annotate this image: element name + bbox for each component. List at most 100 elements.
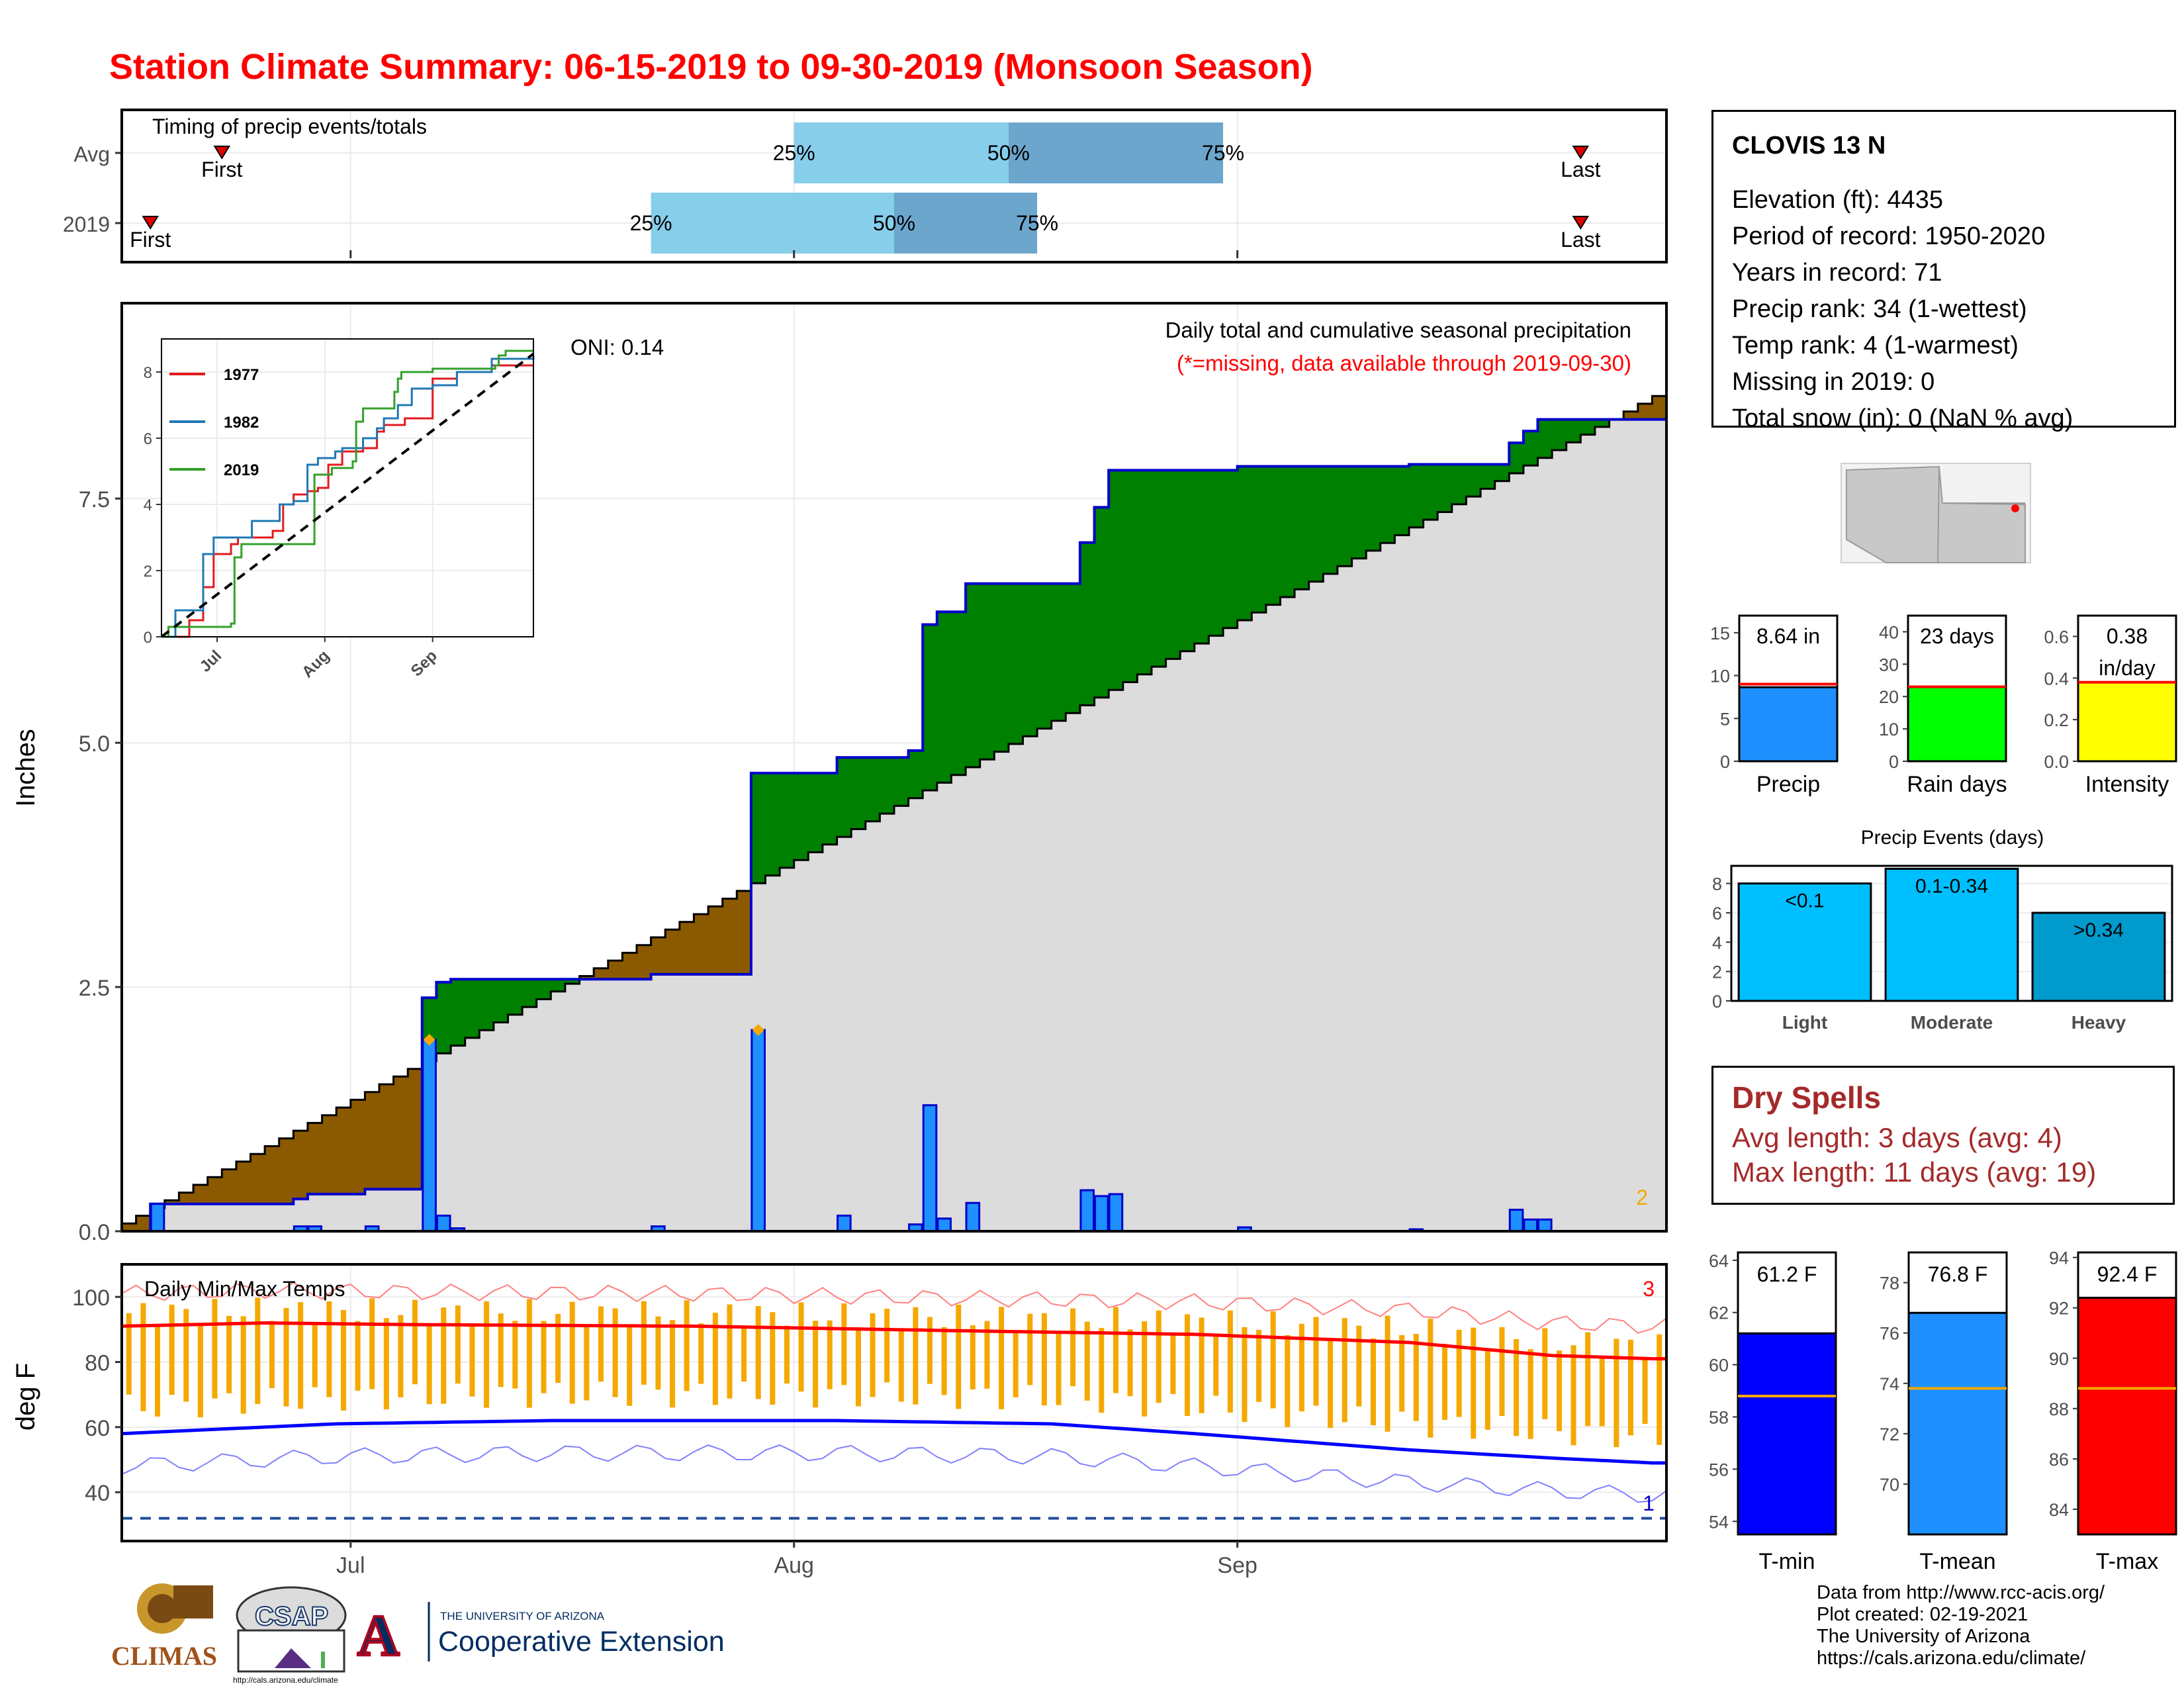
- mini-bar-Precip: [1738, 686, 1839, 763]
- csap-logo: CSAP http://cals.arizona.edu/climate: [233, 1586, 347, 1685]
- daily-temp-bar: [1227, 1310, 1233, 1413]
- below-average-fill: [594, 968, 609, 980]
- station-years: Years in record: 71: [1732, 259, 1942, 287]
- temps-title: Daily Min/Max Temps: [144, 1277, 345, 1301]
- timing-heading: Timing of precip events/totals: [152, 115, 427, 138]
- above-average-fill: [951, 612, 966, 775]
- daily-temp-bar: [1542, 1328, 1548, 1419]
- daily-temp-bar: [1370, 1338, 1376, 1426]
- record-high-line: [121, 1282, 1667, 1334]
- daily-temp-bar: [140, 1303, 146, 1411]
- mini-category-label: Rain days: [1907, 772, 2007, 797]
- chart-title: Daily total and cumulative seasonal prec…: [1165, 318, 1631, 342]
- daily-temp-bar: [798, 1302, 804, 1392]
- below-average-fill: [679, 921, 695, 974]
- y-axis-title: deg F: [11, 1363, 40, 1430]
- daily-temp-bar: [655, 1316, 661, 1390]
- below-average-fill: [136, 1215, 151, 1231]
- last-event-marker: [1572, 216, 1590, 230]
- inset-y-tick-label: 8: [144, 364, 152, 382]
- temp-y-tick-label: 92: [2049, 1299, 2069, 1319]
- legend-label: 1977: [224, 366, 259, 384]
- credit-line: The University of Arizona: [1817, 1626, 2030, 1647]
- mini-y-tick-label: 30: [1879, 655, 1899, 675]
- climas-text: CLIMAS: [111, 1641, 217, 1671]
- cumulative-2019-line: [122, 418, 1666, 1233]
- above-average-fill: [1509, 443, 1524, 474]
- daily-temp-bar: [870, 1313, 876, 1397]
- above-average-fill: [1480, 464, 1496, 489]
- corner-note: 2: [1636, 1186, 1648, 1209]
- csap-url: http://cals.arizona.edu/climate: [233, 1675, 338, 1685]
- above-average-fill: [1023, 583, 1038, 737]
- above-average-fill: [966, 583, 981, 767]
- temp-y-tick-label: 76: [1880, 1324, 1899, 1344]
- below-average-fill: [393, 1076, 408, 1190]
- daily-temp-bar: [383, 1318, 389, 1410]
- inset-series-2019: [161, 350, 533, 638]
- daily-temp-bar: [770, 1312, 776, 1405]
- daily-precip-bar: [837, 1214, 852, 1233]
- logos: CLIMAS CSAP http://cals.arizona.edu/clim…: [111, 1583, 725, 1685]
- inset-series-1982: [161, 355, 535, 638]
- university-of-arizona-logo: A THE UNIVERSITY OF ARIZONA Cooperative …: [356, 1602, 725, 1669]
- daily-precip-bar: [1094, 1195, 1109, 1233]
- daily-temp-bar: [1471, 1327, 1477, 1439]
- below-average-fill: [307, 1123, 323, 1194]
- daily-temp-bar: [1084, 1321, 1090, 1401]
- timing-row-label: 2019: [63, 212, 110, 236]
- daily-temp-bar: [727, 1304, 733, 1399]
- above-average-fill: [1037, 583, 1052, 729]
- station-info-box: CLOVIS 13 N Elevation (ft): 4435 Period …: [1711, 110, 2176, 432]
- events-title: Precip Events (days): [1861, 827, 2044, 849]
- below-average-fill: [193, 1184, 208, 1204]
- below-average-fill: [1637, 403, 1653, 420]
- station-period: Period of record: 1950-2020: [1732, 222, 2046, 250]
- mini-y-tick-label: 0: [1889, 752, 1899, 772]
- first-event-label: First: [130, 228, 171, 252]
- mini-value-label: 0.38: [2107, 624, 2148, 648]
- below-average-fill: [365, 1092, 380, 1190]
- event-value-label: <0.1: [1785, 890, 1824, 912]
- last-event-label: Last: [1561, 228, 1601, 252]
- temp-category-label: T-max: [2096, 1549, 2158, 1574]
- event-category-label: Heavy: [2071, 1012, 2126, 1033]
- mini-y-tick-label: 0.2: [2044, 710, 2069, 730]
- daily-temp-bar: [1156, 1310, 1161, 1403]
- daily-temp-bar: [670, 1320, 676, 1408]
- inset-y-tick-label: 2: [144, 563, 152, 581]
- inset-y-tick-label: 0: [144, 629, 152, 647]
- timing-row-label: Avg: [73, 142, 110, 166]
- daily-precip-bar: [922, 1104, 938, 1233]
- below-average-fill: [265, 1146, 280, 1204]
- above-average-fill: [1351, 466, 1367, 559]
- daily-temp-bar: [1170, 1333, 1176, 1394]
- below-average-fill: [1652, 396, 1667, 420]
- daily-temp-bar: [1556, 1350, 1562, 1431]
- above-average-fill: [979, 583, 995, 760]
- daily-temp-bar: [1627, 1339, 1633, 1436]
- daily-temp-bar: [1570, 1345, 1576, 1446]
- max-marker: [752, 1023, 764, 1036]
- daily-temp-bar: [584, 1325, 590, 1401]
- event-category-label: Moderate: [1911, 1012, 1993, 1033]
- quartile-bar-lower: [651, 193, 894, 254]
- daily-temp-bar: [1270, 1311, 1276, 1409]
- daily-temp-bar: [355, 1321, 361, 1391]
- precip-events-panel: Precip Events (days) <0.1 Light 0.1-0.34 Mod…: [1712, 827, 2173, 1033]
- below-average-fill: [336, 1107, 351, 1194]
- daily-temp-bar: [1070, 1308, 1076, 1387]
- mini-bar-Rain days: [1907, 686, 2007, 763]
- dry-spells-title: Dry Spells: [1732, 1080, 1881, 1115]
- max-marker: [423, 1033, 435, 1046]
- mini-y-tick-label: 0.6: [2044, 627, 2069, 647]
- temp-y-tick-label: 62: [1709, 1303, 1729, 1323]
- above-average-fill: [1180, 470, 1195, 651]
- first-event-label: First: [201, 158, 242, 181]
- above-average-fill: [479, 979, 494, 1031]
- above-average-fill: [822, 773, 838, 845]
- above-average-fill: [508, 979, 523, 1015]
- daily-temp-bar: [1199, 1317, 1205, 1413]
- events-border: [1730, 865, 2173, 1002]
- daily-temp-bar: [240, 1316, 246, 1414]
